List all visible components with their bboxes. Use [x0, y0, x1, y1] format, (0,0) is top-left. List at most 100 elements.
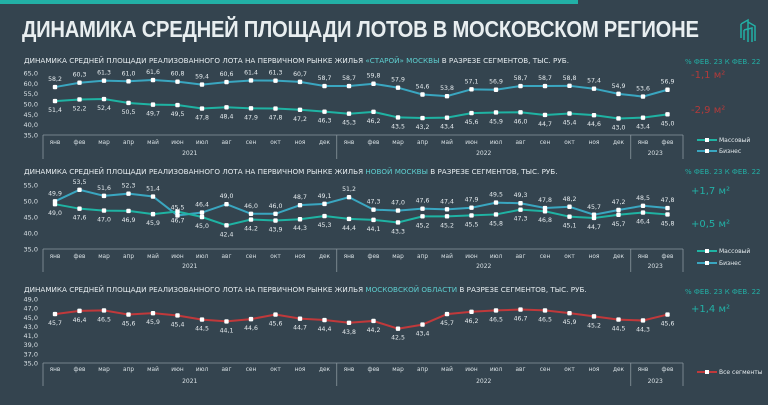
data-point [567, 83, 572, 89]
x-tick-label: ноя [589, 140, 600, 146]
data-point [371, 207, 376, 212]
data-label: 43,2 [416, 124, 430, 131]
data-label: 47,3 [367, 199, 381, 206]
y-tick-label: 55,0 [24, 182, 38, 190]
data-label: 47,2 [612, 199, 626, 206]
data-label: 53,6 [636, 86, 650, 93]
data-label: 45,7 [440, 320, 454, 327]
x-tick-label: май [147, 366, 159, 373]
x-tick-label: дек [613, 367, 625, 373]
data-point [346, 320, 352, 325]
data-point [52, 202, 58, 207]
data-point [101, 208, 107, 213]
data-point [322, 83, 327, 89]
x-tick-label: авг [221, 254, 231, 260]
data-point [444, 115, 450, 120]
legend-marker [705, 149, 709, 153]
data-point [518, 201, 523, 206]
data-point [150, 310, 156, 316]
data-label: 44,2 [367, 327, 381, 334]
year-label: 2023 [648, 378, 663, 385]
data-label: 45,3 [342, 120, 356, 127]
data-point [199, 106, 205, 111]
data-label: 46,5 [489, 316, 503, 323]
data-point [52, 98, 58, 104]
data-point [322, 109, 327, 114]
data-point [469, 213, 474, 218]
data-point [322, 201, 327, 207]
x-tick-label: апр [123, 140, 134, 146]
data-label: 45,8 [489, 220, 503, 227]
data-point [420, 322, 425, 327]
data-point [591, 112, 597, 118]
data-point [469, 205, 474, 210]
data-label: 47,6 [73, 215, 87, 222]
legend-label: Бизнес [719, 148, 741, 155]
data-label: 45,5 [465, 221, 479, 228]
x-tick-label: янв [50, 140, 61, 146]
data-label: 58,2 [48, 76, 62, 83]
data-point [248, 217, 254, 222]
data-label: 58,8 [563, 75, 577, 82]
chart-title-new-moscow: ДИНАМИКА СРЕДНЕЙ ПЛОЩАДИ РЕАЛИЗОВАННОГО … [24, 167, 558, 176]
x-tick-label: июл [490, 140, 503, 146]
y-tick-label: 55,0 [24, 90, 38, 98]
data-label: 49,1 [318, 193, 332, 200]
data-label: 46,0 [269, 203, 283, 210]
data-point [297, 217, 303, 222]
y-tick-label: 35,0 [24, 246, 38, 254]
data-point [542, 83, 548, 89]
x-tick-label: авг [515, 367, 525, 373]
x-tick-label: окт [564, 140, 575, 146]
data-label: 47,8 [269, 115, 283, 122]
data-point [101, 96, 107, 102]
data-label: 45,3 [318, 222, 332, 229]
data-point [199, 82, 205, 87]
y-tick-label: 39,0 [24, 341, 38, 349]
data-label: 46,0 [514, 118, 528, 125]
x-tick-label: мар [98, 140, 110, 146]
data-point [444, 93, 450, 99]
data-label: 46,2 [465, 318, 479, 325]
x-tick-label: ноя [295, 140, 306, 146]
data-point [150, 211, 156, 217]
x-tick-label: апр [417, 140, 428, 146]
data-point [52, 84, 58, 90]
x-tick-label: июл [196, 254, 209, 260]
x-tick-label: авг [221, 367, 231, 373]
x-tick-label: янв [344, 254, 355, 260]
data-point [297, 107, 303, 112]
data-point [224, 319, 229, 324]
year-label: 2021 [182, 378, 197, 385]
data-label: 45,2 [587, 322, 601, 329]
data-label: 47,8 [661, 197, 675, 204]
data-point [591, 215, 597, 221]
data-point [322, 317, 327, 323]
data-point [469, 110, 474, 116]
x-tick-label: июл [490, 367, 503, 373]
data-label: 50,5 [122, 109, 136, 116]
data-label: 43,8 [342, 329, 356, 336]
y-tick-label: 45,0 [24, 111, 38, 119]
x-tick-label: мар [392, 254, 404, 260]
x-tick-label: мар [392, 367, 404, 373]
data-label: 60,6 [220, 71, 234, 78]
x-tick-label: фев [662, 254, 675, 260]
delta-business: +1,7 м² [691, 186, 731, 197]
data-point [665, 205, 670, 211]
x-tick-label: мар [98, 367, 110, 373]
data-label: 58,7 [342, 75, 356, 82]
chart-title-old-moscow: ДИНАМИКА СРЕДНЕЙ ПЛОЩАДИ РЕАЛИЗОВАННОГО … [24, 56, 569, 65]
data-label: 45,8 [661, 220, 675, 227]
data-point [640, 210, 646, 215]
x-tick-label: май [441, 139, 453, 146]
data-label: 45,4 [563, 120, 577, 127]
x-tick-label: янв [638, 254, 649, 260]
data-point [346, 111, 352, 116]
y-tick-label: 47,0 [24, 305, 38, 313]
data-point [640, 115, 646, 120]
data-point [493, 110, 499, 115]
data-label: 51,6 [97, 185, 111, 192]
data-point [273, 211, 278, 216]
